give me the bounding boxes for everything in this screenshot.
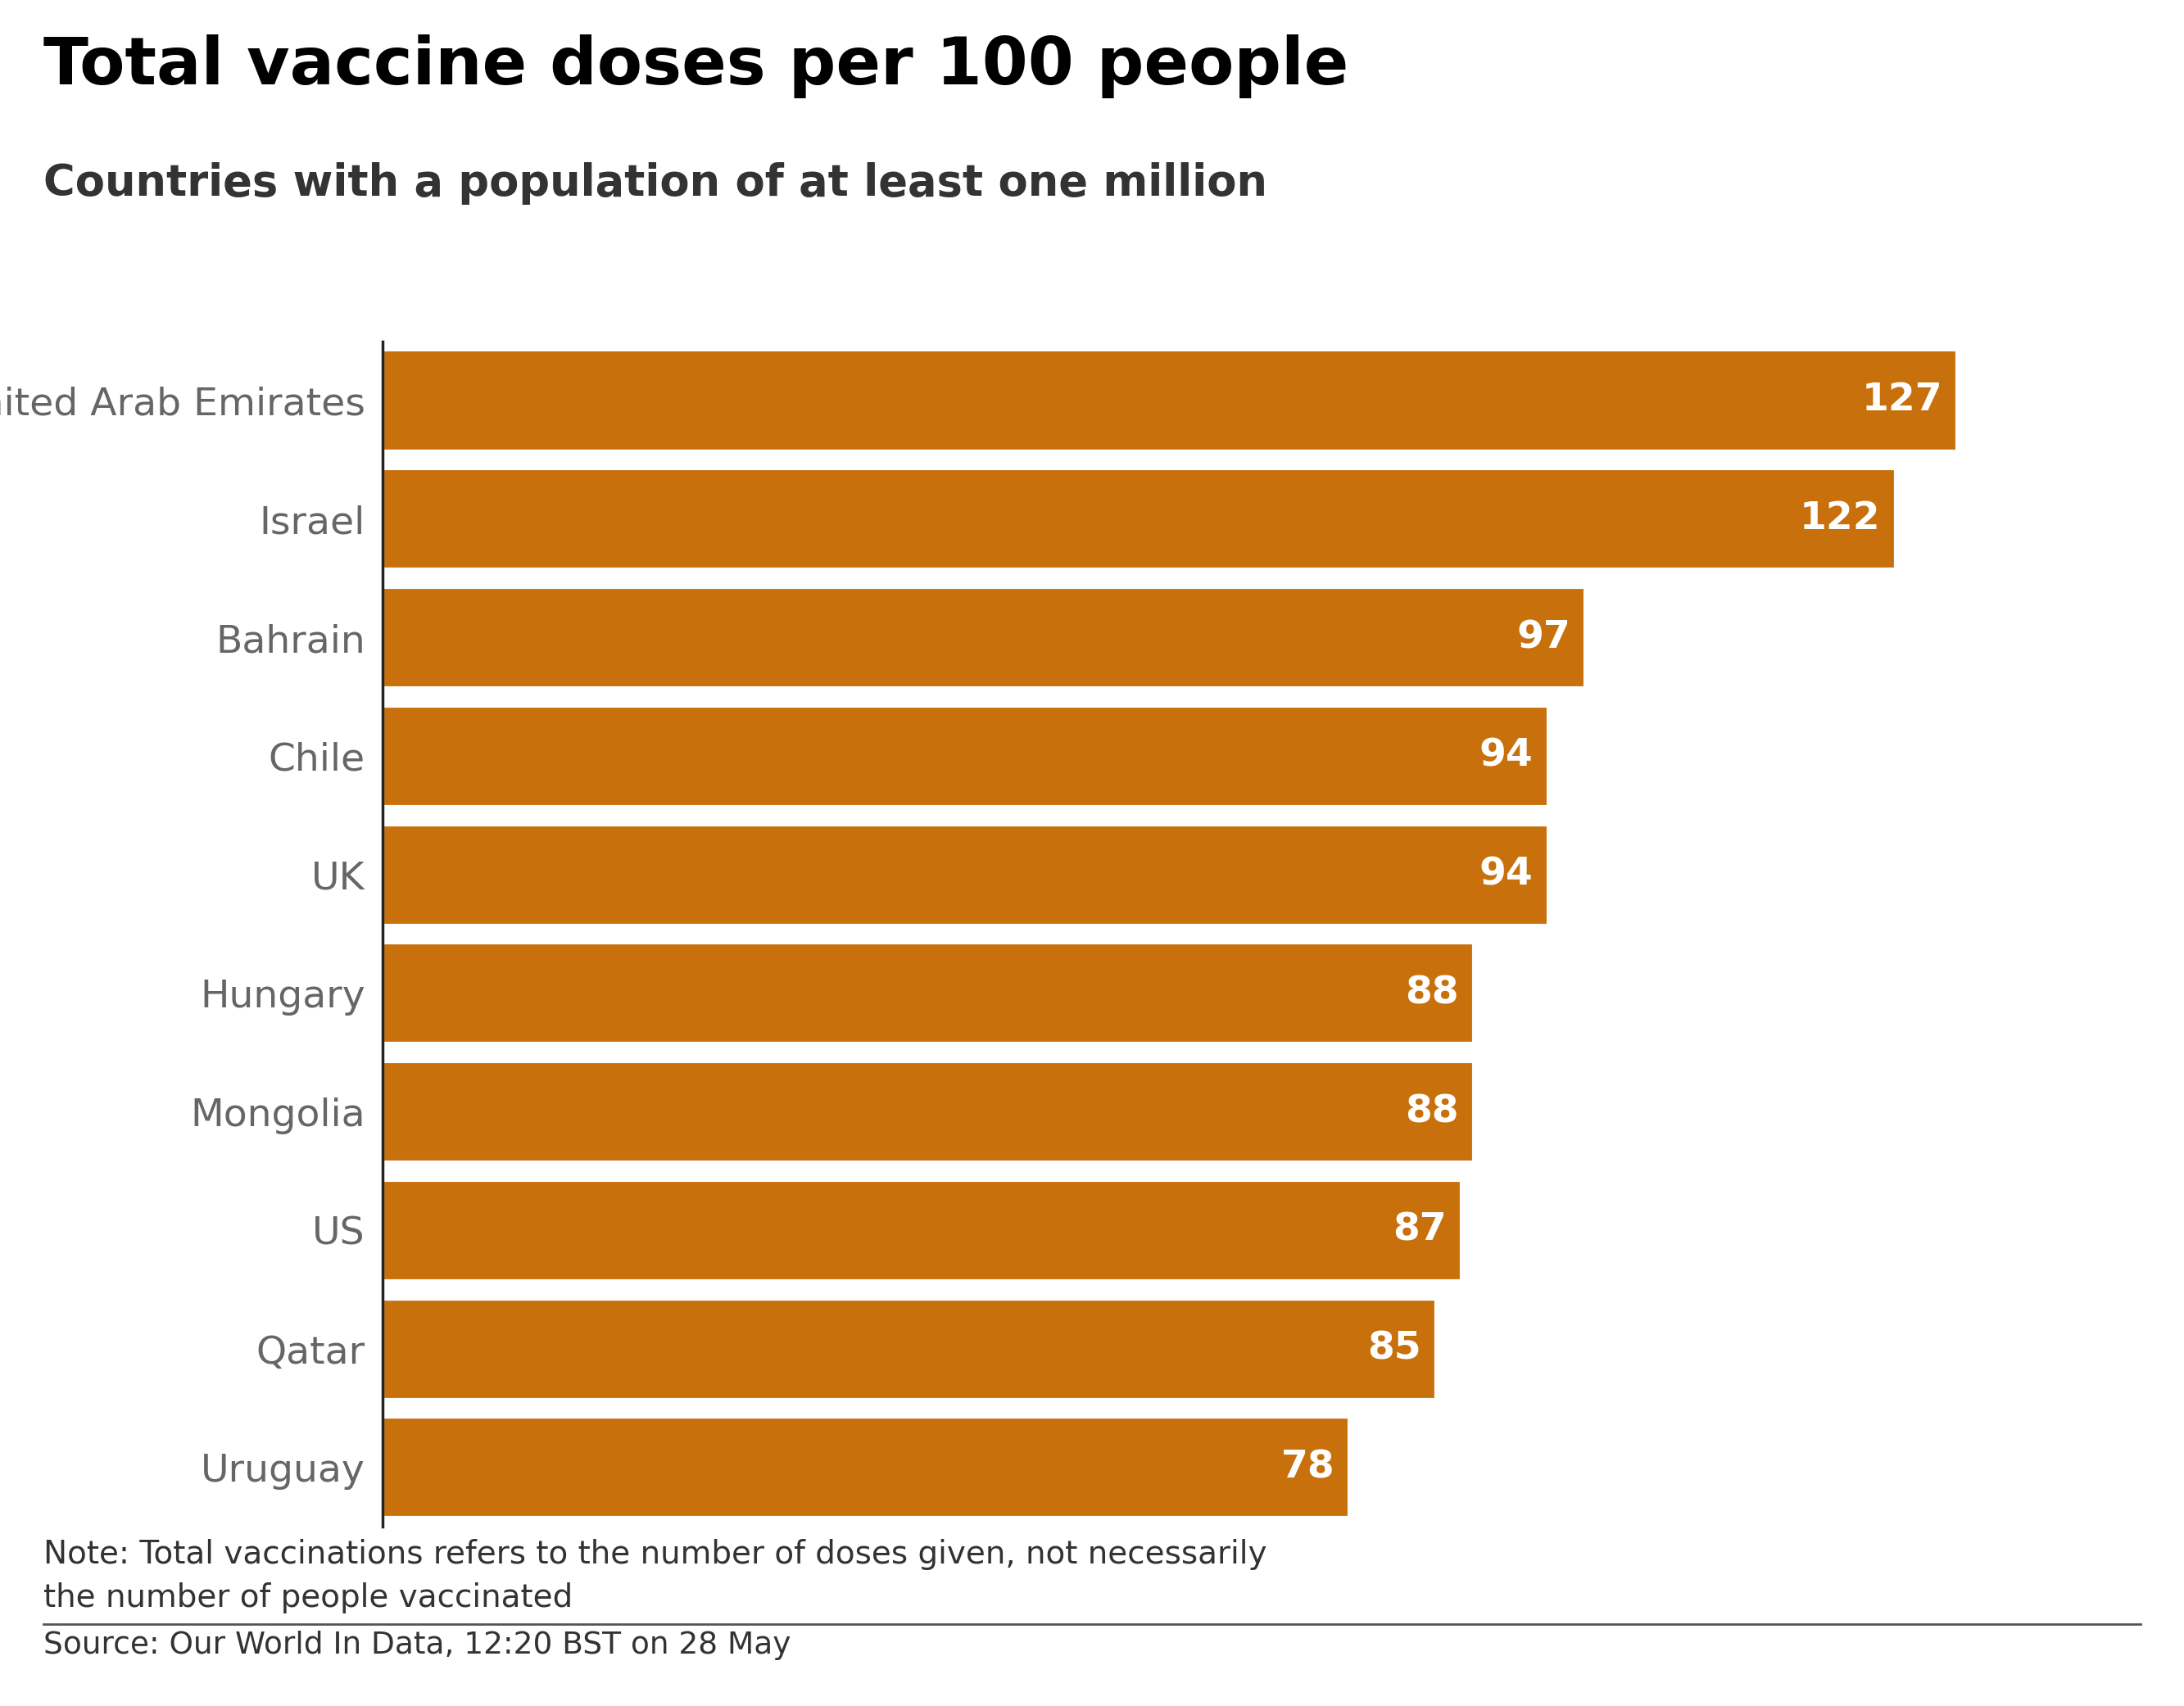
Text: 127: 127 [1861,382,1942,420]
Text: 78: 78 [1280,1448,1334,1486]
Text: BBC: BBC [1974,1628,2077,1668]
Text: 94: 94 [1479,856,1533,894]
Text: 97: 97 [1516,619,1570,657]
Bar [382,1181,1461,1281]
Text: 88: 88 [1404,1094,1459,1131]
Bar [382,1298,1437,1399]
Bar [382,587,1586,688]
Text: Countries with a population of at least one million: Countries with a population of at least … [44,162,1267,205]
Text: 122: 122 [1800,500,1880,537]
Bar [382,943,1474,1044]
Bar [382,824,1548,925]
Bar [382,706,1548,807]
Bar [382,469,1896,570]
Text: 85: 85 [1367,1331,1422,1368]
Text: Total vaccine doses per 100 people: Total vaccine doses per 100 people [44,34,1350,97]
Text: Note: Total vaccinations refers to the number of doses given, not necessarily
th: Note: Total vaccinations refers to the n… [44,1539,1267,1614]
Text: 87: 87 [1393,1211,1446,1249]
Text: Source: Our World In Data, 12:20 BST on 28 May: Source: Our World In Data, 12:20 BST on … [44,1631,791,1660]
Text: 94: 94 [1479,737,1533,775]
Text: 88: 88 [1404,974,1459,1012]
Bar [382,350,1957,450]
Bar [382,1061,1474,1162]
Bar [382,1418,1350,1518]
